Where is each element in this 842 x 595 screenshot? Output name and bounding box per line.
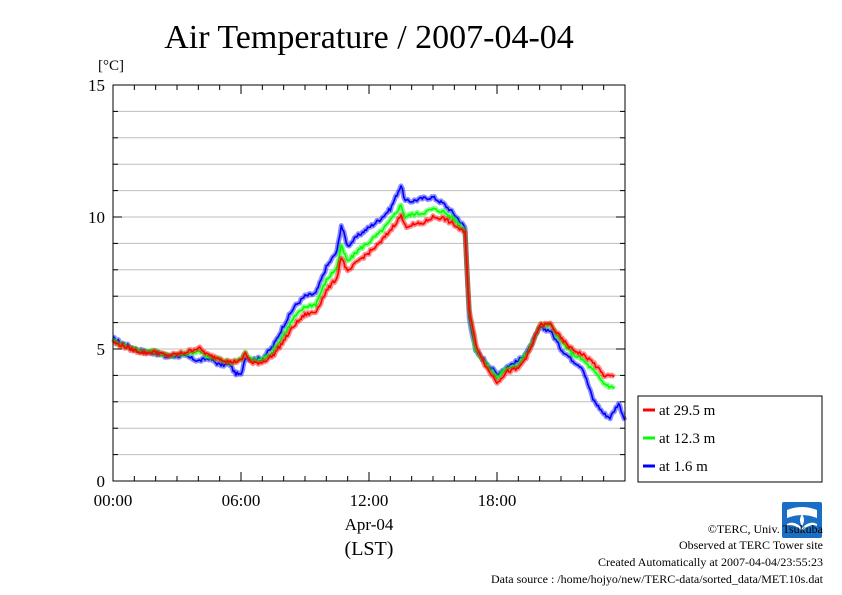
y-tick-label: 0 bbox=[97, 472, 106, 491]
y-tick-label: 5 bbox=[97, 340, 106, 359]
legend: at 29.5 m at 12.3 m at 1.6 m bbox=[637, 395, 823, 483]
legend-entry: at 12.3 m bbox=[659, 431, 716, 447]
credit-copyright: ©TERC, Univ. Tsukuba bbox=[707, 522, 823, 536]
terc-logo bbox=[782, 502, 822, 538]
series-line bbox=[112, 214, 615, 385]
credit-source: Data source : /home/hojyo/new/TERC-data/… bbox=[490, 572, 823, 586]
x-axis-label: Apr-04 bbox=[345, 515, 394, 534]
x-axis-label-lst: (LST) bbox=[345, 538, 394, 560]
series-band bbox=[111, 183, 628, 422]
series-line bbox=[112, 185, 626, 421]
plot-frame bbox=[112, 84, 626, 482]
legend-entry: at 1.6 m bbox=[659, 459, 708, 475]
y-tick-label: 10 bbox=[88, 208, 105, 227]
chart-title: Air Temperature / 2007-04-04 bbox=[164, 19, 574, 56]
credit-observed: Observed at TERC Tower site bbox=[678, 538, 823, 552]
legend-box bbox=[637, 395, 823, 483]
credit-created: Created Automatically at 2007-04-04/23:5… bbox=[598, 555, 823, 569]
series-lines bbox=[110, 183, 628, 422]
grid-lines bbox=[113, 110, 625, 456]
x-tick-label: 00:00 bbox=[94, 491, 133, 510]
x-tick-label: 12:00 bbox=[350, 491, 389, 510]
y-axis-unit: [°C] bbox=[98, 58, 124, 74]
x-tick-label: 06:00 bbox=[222, 491, 261, 510]
axis-ticks: 00:00 06:00 12:00 18:00 0 5 10 15 bbox=[88, 76, 626, 510]
legend-entry: at 29.5 m bbox=[659, 403, 716, 419]
x-tick-label: 18:00 bbox=[478, 491, 517, 510]
series-line bbox=[112, 204, 615, 390]
y-tick-label: 15 bbox=[88, 76, 105, 95]
